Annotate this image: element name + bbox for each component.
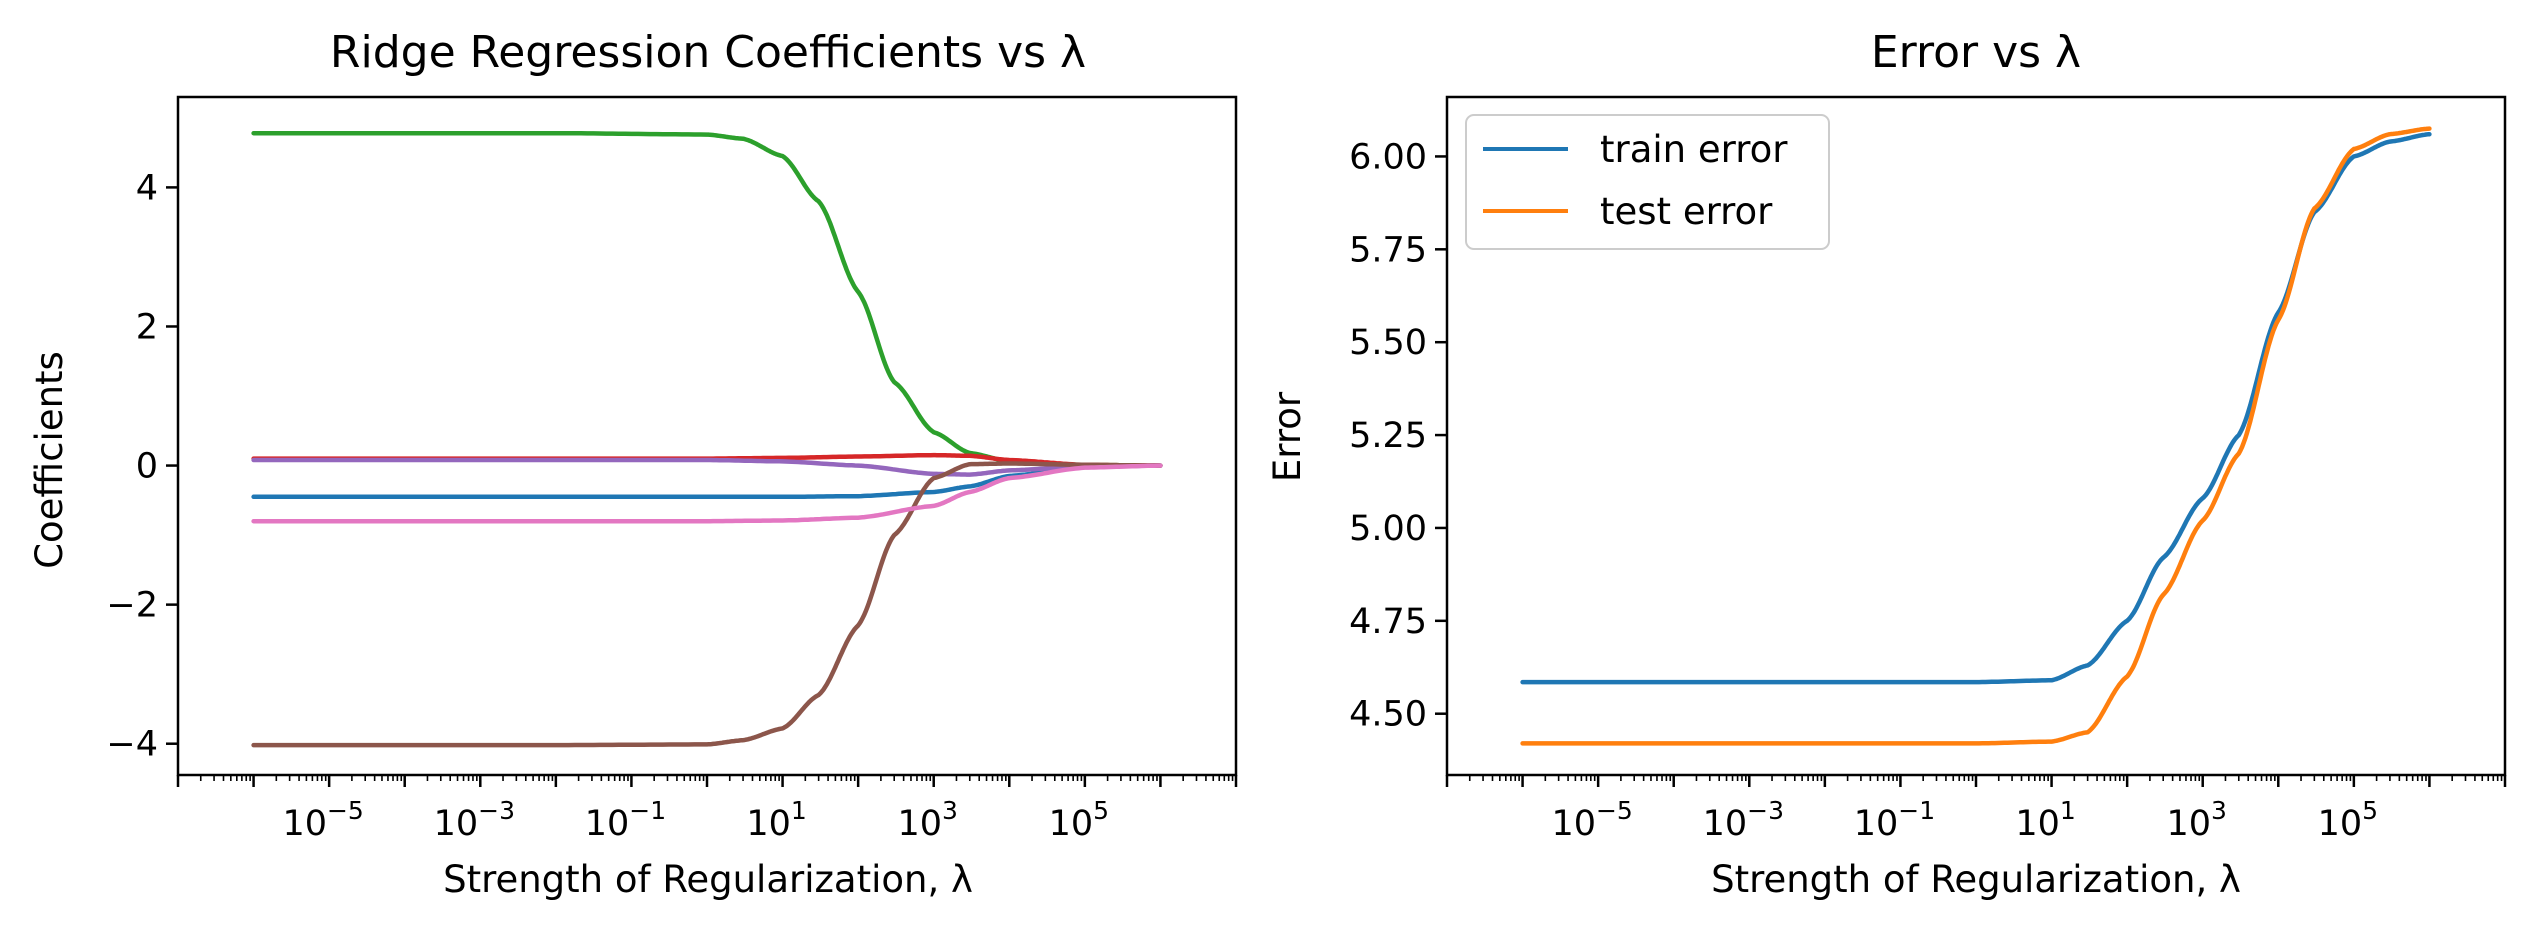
left-y-tick-label: 4 — [136, 168, 158, 208]
left-y-tick-label: −4 — [106, 725, 158, 765]
left-y-tick-label: −2 — [106, 586, 158, 626]
right-y-tick-label: 4.50 — [1349, 695, 1427, 735]
right-y-tick-label: 5.25 — [1349, 416, 1427, 456]
right-y-tick-label: 5.50 — [1349, 323, 1427, 363]
left-series-coefficient-2 — [251, 130, 1163, 468]
right-x-tick-label: 103 — [2166, 796, 2226, 844]
left-x-tick-label: 103 — [897, 796, 957, 844]
left-x-tick-label: 101 — [746, 796, 806, 844]
left-series-coefficient-6 — [251, 463, 1163, 524]
right-x-tick-label: 105 — [2318, 796, 2378, 844]
left-y-ticks: 4 2 0 −2 −4 — [106, 168, 178, 765]
right-y-tick-label: 6.00 — [1349, 137, 1427, 177]
right-y-tick-label: 5.75 — [1349, 230, 1427, 270]
right-x-tick-label: 10−5 — [1551, 796, 1632, 844]
right-x-ticks: 10−5 10−3 10−1 101 103 105 — [1445, 775, 2507, 844]
left-y-tick-label: 0 — [136, 447, 158, 487]
left-plot-frame — [176, 95, 1238, 777]
left-x-tick-label: 10−5 — [282, 796, 363, 844]
right-y-tick-label: 5.00 — [1349, 509, 1427, 549]
right-y-axis-label: Error — [1266, 391, 1309, 482]
left-x-tick-label: 105 — [1049, 796, 1109, 844]
left-x-tick-label: 10−1 — [585, 796, 666, 844]
left-series-layer — [251, 130, 1163, 748]
left-y-axis-label: Coefficients — [28, 351, 71, 569]
left-chart-title: Ridge Regression Coefficients vs λ — [330, 27, 1086, 78]
right-y-ticks: 6.00 5.75 5.50 5.25 5.00 4.75 4.50 — [1349, 137, 1447, 735]
error-panel: Error vs λ Strength of Regularization, λ… — [1266, 27, 2507, 901]
legend: train error test error — [1465, 114, 1830, 250]
right-y-tick-label: 4.75 — [1349, 602, 1427, 642]
coefficients-panel: Ridge Regression Coefficients vs λ Stren… — [28, 27, 1238, 901]
right-series-layer — [1520, 126, 2432, 746]
legend-label-test: test error — [1600, 190, 1773, 233]
right-x-tick-label: 101 — [2015, 796, 2075, 844]
left-series-coefficient-5 — [251, 461, 1163, 748]
right-series-train-error — [1520, 131, 2432, 685]
legend-label-train: train error — [1600, 128, 1788, 171]
left-y-tick-label: 2 — [136, 307, 158, 347]
right-x-tick-label: 10−1 — [1854, 796, 1935, 844]
right-x-axis-label: Strength of Regularization, λ — [1711, 858, 2241, 901]
left-x-axis-label: Strength of Regularization, λ — [443, 858, 973, 901]
right-x-tick-label: 10−3 — [1703, 796, 1784, 844]
left-x-ticks: 10−5 10−3 10−1 101 103 105 — [176, 775, 1238, 844]
right-chart-title: Error vs λ — [1871, 27, 2081, 78]
left-series-coefficient-4 — [251, 457, 1163, 477]
right-series-test-error — [1520, 126, 2432, 746]
left-x-tick-label: 10−3 — [434, 796, 515, 844]
right-plot-frame — [1445, 95, 2507, 777]
